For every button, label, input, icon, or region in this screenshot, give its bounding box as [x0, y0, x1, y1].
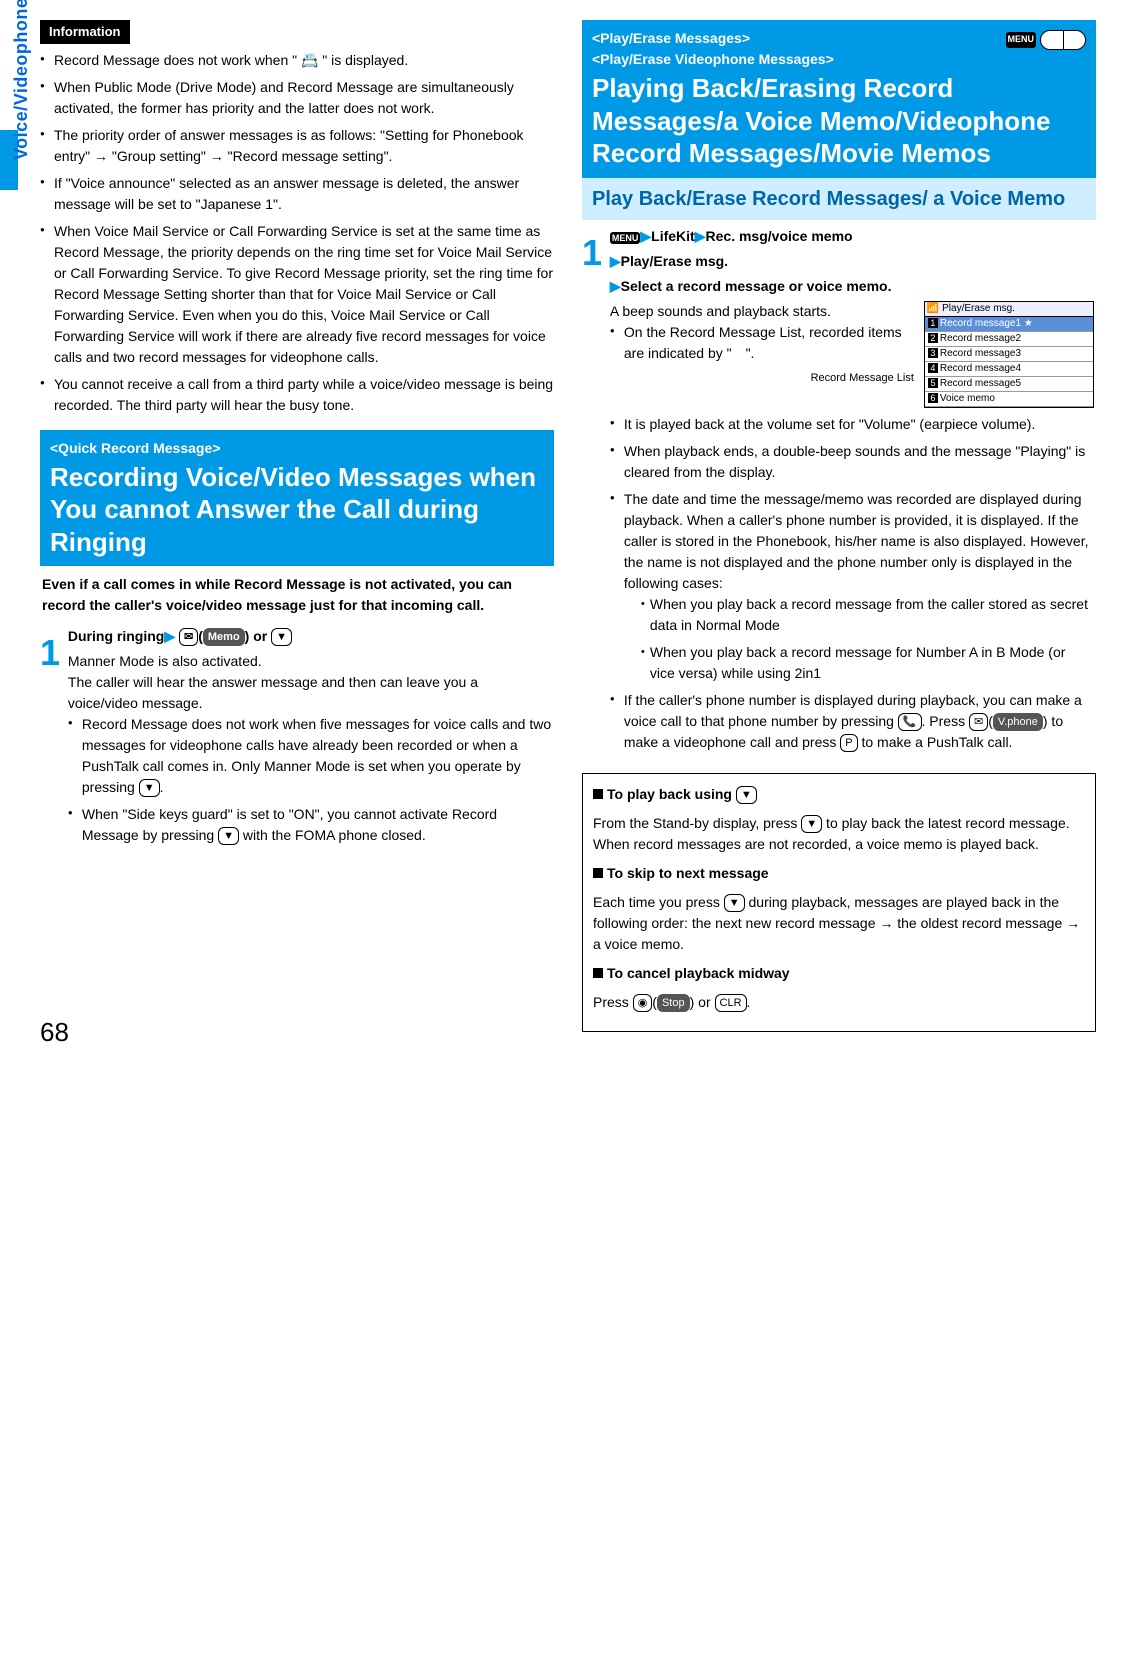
arrow-icon: ▶ [640, 228, 651, 244]
step-1: 1 During ringing▶ ✉(Memo) or ▼ Manner Mo… [40, 626, 554, 852]
arrow-icon: ▶ [164, 628, 175, 644]
info-item: The priority order of answer messages is… [40, 125, 554, 167]
header-tag: <Quick Record Message> [50, 438, 544, 459]
call-key-icon: 📞 [898, 713, 922, 731]
step-number: 1 [40, 626, 64, 680]
left-column: Information Record Message does not work… [40, 20, 554, 1032]
information-badge: Information [40, 20, 130, 44]
nav-text: LifeKit [651, 228, 695, 244]
pushtalk-key-icon: P [840, 734, 857, 752]
stop-softkey: Stop [657, 994, 690, 1012]
menu-shortcut: MENU 55 [1006, 30, 1087, 50]
clr-key: CLR [715, 994, 747, 1012]
note-text: The date and time the message/memo was r… [624, 491, 1089, 591]
nav-path: ▶Select a record message or voice memo. [610, 276, 1094, 297]
nav-text: Play/Erase msg. [621, 253, 728, 269]
page-number: 68 [40, 1013, 69, 1052]
vphone-softkey: V.phone [993, 713, 1043, 731]
down-key-icon: ▼ [724, 894, 745, 912]
tips-box: To play back using ▼ From the Stand-by d… [582, 773, 1096, 1032]
subcase-list: When you play back a record message from… [624, 594, 1094, 684]
playback-notes: It is played back at the volume set for … [610, 414, 1094, 753]
center-key-icon: ◉ [633, 994, 653, 1012]
header-title: Recording Voice/Video Messages when You … [50, 461, 544, 559]
subcase-item: When you play back a record message from… [636, 594, 1094, 636]
arrow-icon: ▶ [610, 278, 621, 294]
menu-key-icon: MENU [1006, 32, 1037, 48]
playback-notes: On the Record Message List, recorded ite… [610, 322, 1094, 364]
list-row: 5Record message5 [925, 377, 1093, 392]
nav-text: Rec. msg/voice memo [706, 228, 853, 244]
tip-heading: To skip to next message [593, 863, 1085, 884]
section-tab: Voice/Videophone Calls [8, 0, 35, 160]
two-column-layout: Information Record Message does not work… [40, 20, 1096, 1032]
note-text: to make a PushTalk call. [858, 734, 1013, 750]
down-key-icon: ▼ [271, 628, 292, 646]
nav-text: Select a record message or voice memo. [621, 278, 892, 294]
info-item: If "Voice announce" selected as an answe… [40, 173, 554, 215]
step-number: 1 [582, 226, 606, 280]
intro-text: Even if a call comes in while Record Mes… [42, 574, 552, 616]
info-item: When Public Mode (Drive Mode) and Record… [40, 77, 554, 119]
subcase-item: When you play back a record message for … [636, 642, 1094, 684]
list-row: 6Voice memo [925, 392, 1093, 407]
arrow-icon: ▶ [610, 253, 621, 269]
info-item: You cannot receive a call from a third p… [40, 374, 554, 416]
tip-body: Each time you press ▼ during playback, m… [593, 892, 1085, 955]
arrow-icon: ▶ [695, 228, 706, 244]
step-text: During ringing [68, 628, 164, 644]
nav-path: ▶Play/Erase msg. [610, 251, 1094, 272]
header-tag: <Play/Erase Videophone Messages> [592, 49, 1086, 70]
note-text: . Press [922, 713, 969, 729]
tip-heading: To cancel playback midway [593, 963, 1085, 984]
tip-body: From the Stand-by display, press ▼ to pl… [593, 813, 1085, 855]
quick-record-header: <Quick Record Message> Recording Voice/V… [40, 430, 554, 567]
mail-key-icon: ✉ [179, 628, 198, 646]
mail-key-icon: ✉ [969, 713, 988, 731]
header-title: Playing Back/Erasing Record Messages/a V… [592, 72, 1086, 170]
down-key-icon: ▼ [736, 786, 757, 804]
right-column: MENU 55 <Play/Erase Messages> <Play/Eras… [582, 20, 1096, 1032]
note-text: with the FOMA phone closed. [239, 827, 426, 843]
down-key-icon: ▼ [801, 815, 822, 833]
or-text: or [253, 628, 271, 644]
screen-titlebar: 📶 Play/Erase msg. [925, 302, 1093, 317]
tip-heading: To play back using ▼ [593, 784, 1085, 805]
step-notes: Record Message does not work when five m… [68, 714, 552, 846]
step-body-text: Manner Mode is also activated. [68, 651, 552, 672]
step-body-text: The caller will hear the answer message … [68, 672, 552, 714]
digits-55: 55 [1040, 30, 1086, 50]
subsection-header: Play Back/Erase Record Messages/ a Voice… [582, 178, 1096, 220]
note-item: If the caller's phone number is displaye… [610, 690, 1094, 753]
note-item: When playback ends, a double-beep sounds… [610, 441, 1094, 483]
down-key-icon: ▼ [218, 827, 239, 845]
list-row: 4Record message4 [925, 362, 1093, 377]
note-item: Record Message does not work when five m… [68, 714, 552, 798]
step-1-right: 1 MENU▶LifeKit▶Rec. msg/voice memo ▶Play… [582, 226, 1096, 759]
info-item: When Voice Mail Service or Call Forwardi… [40, 221, 554, 368]
info-item: Record Message does not work when " 📇 " … [40, 50, 554, 71]
tip-body: Press ◉(Stop) or CLR. [593, 992, 1085, 1013]
information-list: Record Message does not work when " 📇 " … [40, 50, 554, 416]
menu-key-icon: MENU [610, 232, 641, 244]
note-item: It is played back at the volume set for … [610, 414, 1094, 435]
note-item: On the Record Message List, recorded ite… [610, 322, 1094, 364]
step-instruction: During ringing▶ ✉(Memo) or ▼ [68, 626, 552, 647]
memo-softkey: Memo [203, 628, 245, 646]
down-key-icon: ▼ [139, 779, 160, 797]
nav-path: MENU▶LifeKit▶Rec. msg/voice memo [610, 226, 1094, 247]
note-item: The date and time the message/memo was r… [610, 489, 1094, 684]
play-erase-header: MENU 55 <Play/Erase Messages> <Play/Eras… [582, 20, 1096, 178]
note-item: When "Side keys guard" is set to "ON", y… [68, 804, 552, 846]
